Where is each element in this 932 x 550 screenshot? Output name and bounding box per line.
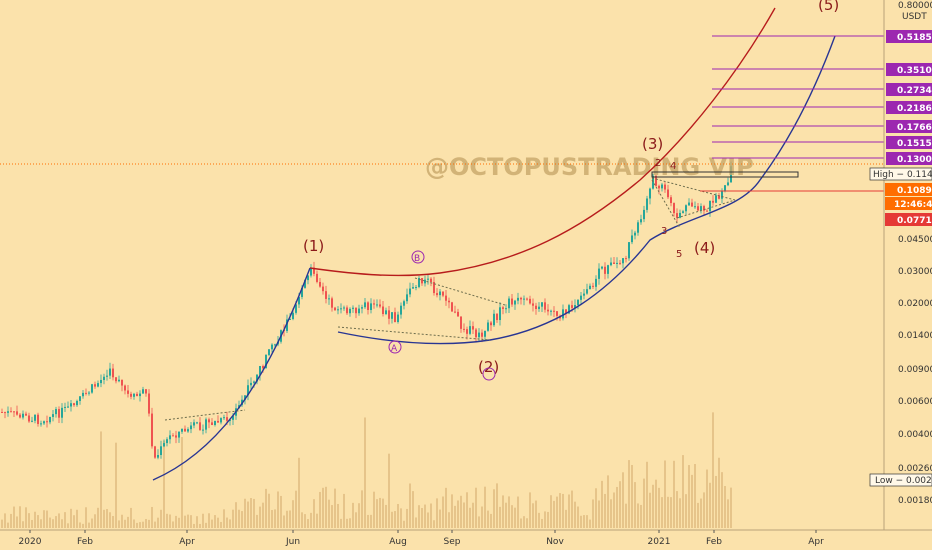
- current-price-tag: 0.10893: [897, 186, 932, 196]
- wave-label-2: (2): [478, 358, 499, 376]
- stop-tag: 0.07711: [897, 216, 932, 226]
- pattern-lines: [164, 177, 736, 421]
- x-tick-label: 2021: [648, 537, 671, 547]
- price-tags: High − 0.11430 0.10893 12:46:41 0.07711 …: [869, 167, 932, 487]
- y-tick-label: 0.03000: [898, 267, 932, 277]
- target-tag-bg: [886, 63, 932, 76]
- x-tick-label: Jun: [285, 537, 300, 547]
- y-tick-label: 0.00900: [898, 365, 932, 375]
- y-tick-labels: 0.80000 0.04500 0.03000 0.02000 0.01400 0.009…: [898, 1, 932, 506]
- currency-label: USDT: [902, 12, 927, 22]
- target-tag-bg: [886, 101, 932, 114]
- time-axis[interactable]: [0, 530, 884, 550]
- target-tag: 0.51852: [897, 33, 932, 43]
- y-tick-label: 0.01400: [898, 331, 932, 341]
- x-tick-label: Nov: [546, 537, 564, 547]
- wave-label-4: (4): [694, 239, 715, 257]
- target-tag-bg: [886, 83, 932, 96]
- x-tick-label: Feb: [77, 537, 93, 547]
- y-tick-label: 0.00600: [898, 397, 932, 407]
- high-box: [651, 171, 799, 178]
- y-tick-label: 0.00400: [898, 430, 932, 440]
- resistance-curve: [309, 7, 776, 277]
- x-tick-label: Apr: [808, 537, 824, 547]
- y-tick-label: 0.80000: [898, 1, 932, 11]
- wave-2-circle: [482, 367, 496, 381]
- countdown-tag: 12:46:41: [894, 200, 932, 210]
- x-tick-label: Sep: [444, 537, 461, 547]
- high-tag: High − 0.11430: [873, 170, 932, 180]
- wave-label-3: (3): [642, 135, 663, 153]
- target-tag: 0.17665: [897, 123, 932, 133]
- volume-bars: [1, 412, 732, 528]
- x-tick-labels: 2020 Feb Apr Jun Aug Sep Nov 2021 Feb Apr: [19, 530, 824, 547]
- target-tag-bg: [886, 120, 932, 133]
- wave-a-label: A: [391, 344, 398, 354]
- wave-a-circle: [388, 340, 402, 354]
- sub-wave-5: 5: [676, 249, 682, 260]
- y-tick-label: 0.04500: [898, 235, 932, 245]
- low-tag: Low − 0.00224: [875, 476, 932, 486]
- target-tag: 0.27347: [897, 86, 932, 96]
- x-tick-label: Feb: [706, 537, 722, 547]
- support-curve: [152, 35, 836, 481]
- y-tick-label: 0.00180: [898, 496, 932, 506]
- target-tags: 0.51852 0.35106 0.27347 0.21866 0.17665 0.151…: [886, 30, 932, 165]
- wave-label-5: (5): [818, 0, 839, 14]
- wave-b-label: B: [414, 254, 420, 264]
- price-axis[interactable]: [884, 0, 932, 530]
- x-tick-label: Aug: [389, 537, 407, 547]
- watermark: @OCTOPUSTRADING VIP: [425, 153, 754, 181]
- target-tag-bg: [886, 152, 932, 165]
- target-tag: 0.15157: [897, 139, 932, 149]
- target-tag: 0.13004: [897, 155, 932, 165]
- wave-b-circle: [411, 250, 425, 264]
- wave-label-1: (1): [303, 237, 324, 255]
- x-tick-label: Apr: [179, 537, 195, 547]
- target-tag-bg: [886, 136, 932, 149]
- sub-wave-2: 2: [655, 158, 661, 169]
- candles: [1, 161, 732, 460]
- target-tag: 0.21866: [897, 104, 932, 114]
- target-tag-bg: [886, 30, 932, 43]
- sub-wave-4: 4: [670, 161, 676, 172]
- y-tick-label: 0.02000: [898, 299, 932, 309]
- target-lines: [712, 35, 884, 159]
- target-tag: 0.35106: [897, 66, 932, 76]
- y-tick-label: 0.00260: [898, 464, 932, 474]
- sub-wave-3: 3: [661, 226, 667, 237]
- x-tick-label: 2020: [19, 537, 42, 547]
